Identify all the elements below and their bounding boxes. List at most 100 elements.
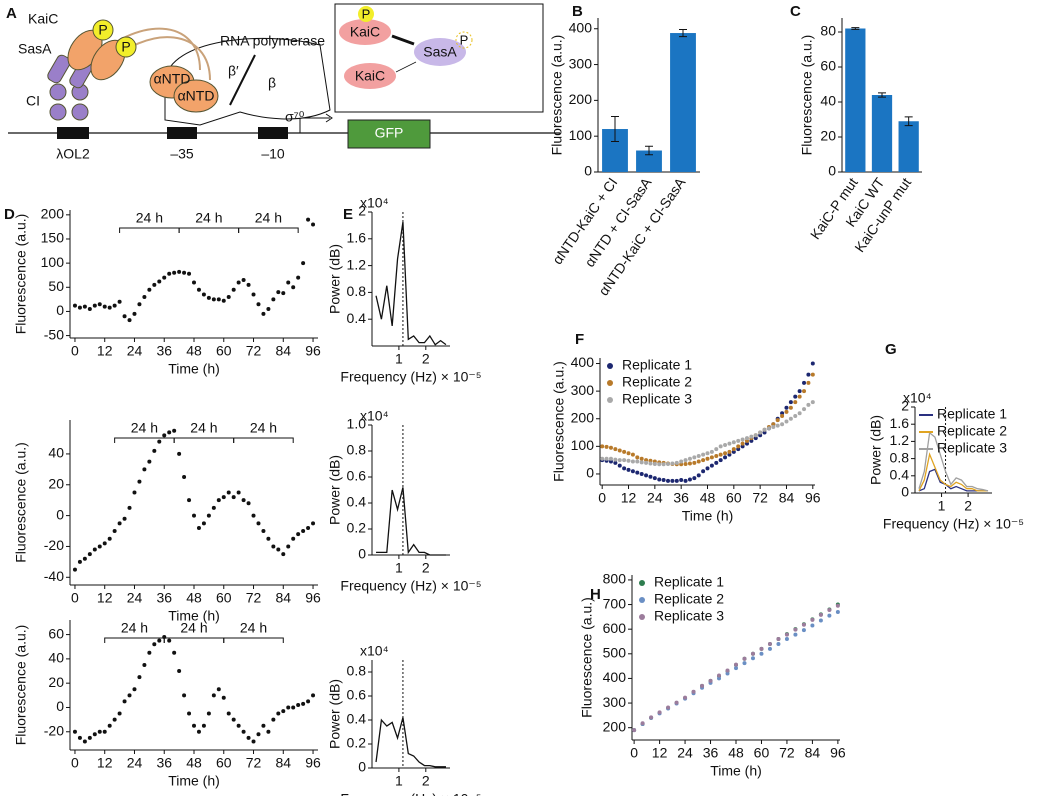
bar: [898, 121, 919, 172]
point: [87, 307, 92, 312]
point: [152, 642, 157, 647]
legend-label: Replicate 1: [654, 574, 724, 590]
rnap-divider: [229, 54, 256, 106]
inset-kaic: [344, 63, 396, 89]
x-tick-label: 36: [673, 490, 689, 506]
point: [767, 646, 772, 651]
point: [162, 433, 167, 438]
y-tick-label: 0.6: [347, 687, 367, 703]
panel-letter: F: [575, 331, 584, 348]
point: [639, 456, 644, 461]
x-axis-label: Time (h): [682, 508, 734, 524]
point: [810, 361, 815, 366]
point: [626, 458, 631, 463]
legend-label: Replicate 2: [622, 374, 692, 390]
rnap-label: RNA polymerase: [220, 33, 325, 49]
point: [736, 438, 741, 443]
y-tick-label: 200: [41, 206, 65, 222]
point: [723, 442, 728, 447]
point: [687, 477, 692, 482]
point: [281, 552, 286, 557]
x-tick-label: 60: [216, 343, 232, 359]
point: [835, 603, 840, 608]
point: [216, 687, 221, 692]
y-axis-label: Fluorescence (a.u.): [13, 442, 29, 563]
inset-kaic: [339, 19, 391, 45]
y-tick-label: 200: [569, 91, 593, 107]
y-tick-label: 200: [571, 409, 595, 425]
point: [296, 532, 301, 537]
point: [802, 389, 807, 394]
point: [216, 297, 221, 302]
x-tick-label: 84: [805, 745, 821, 761]
bracket-label: 24 h: [190, 420, 217, 436]
x-tick-label: 84: [779, 490, 795, 506]
point: [700, 683, 705, 688]
y-tick-label: 200: [603, 718, 627, 734]
point: [759, 646, 764, 651]
point: [192, 513, 196, 518]
error-bar: [611, 115, 619, 143]
point: [251, 292, 256, 297]
point: [311, 693, 316, 698]
arrow-head: [325, 113, 333, 123]
point: [72, 567, 77, 572]
point: [600, 444, 605, 449]
diagram: A GFP P P αNTD αNTD KaiC SasA CI λOL2 –3…: [6, 3, 560, 162]
point: [683, 695, 688, 700]
y-tick-label: 150: [41, 230, 65, 246]
point: [167, 638, 172, 643]
x-tick-label: 12: [97, 755, 113, 771]
point: [818, 612, 823, 617]
point: [708, 678, 713, 683]
point: [241, 729, 246, 734]
point: [687, 456, 692, 461]
point: [102, 304, 107, 309]
y-scale-label: x10⁴: [903, 390, 932, 406]
y-tick-label: 1.6: [347, 230, 367, 246]
point: [291, 705, 296, 710]
p-label: P: [460, 32, 469, 47]
point: [696, 459, 701, 464]
point: [192, 723, 196, 728]
point: [788, 416, 793, 421]
x-tick-label: 1: [395, 351, 403, 367]
point: [182, 475, 187, 480]
point: [306, 525, 311, 530]
point: [97, 544, 102, 549]
point: [211, 297, 216, 302]
x-tick-label: 24: [647, 490, 663, 506]
y-tick-label: 0.8: [347, 663, 367, 679]
point: [236, 280, 241, 285]
x-tick-label: 0: [630, 745, 638, 761]
point: [714, 447, 719, 452]
p-label: P: [121, 39, 130, 55]
y-axis-label: Power (dB): [327, 244, 343, 314]
error-bar: [645, 145, 653, 156]
y-tick-label: 80: [820, 23, 836, 39]
x-axis-label: Time (h): [168, 608, 220, 624]
point: [692, 455, 697, 460]
error-bar: [904, 116, 913, 127]
point: [117, 521, 122, 526]
inset-sasa: [414, 38, 466, 66]
point: [301, 701, 306, 706]
point: [740, 444, 745, 449]
point: [622, 449, 627, 454]
point: [182, 693, 187, 698]
point: [92, 547, 97, 552]
y-tick-label: 20: [820, 128, 836, 144]
point: [256, 521, 261, 526]
point: [172, 270, 177, 275]
point: [137, 479, 142, 484]
legend-marker: [639, 614, 645, 620]
point: [82, 739, 87, 744]
point: [718, 458, 723, 463]
point: [670, 461, 675, 466]
bracket: [173, 437, 235, 443]
point: [196, 287, 201, 292]
y-tick-label: 300: [571, 382, 595, 398]
point: [806, 380, 811, 385]
x-axis-label: Frequency (Hz) × 10⁻⁵: [883, 516, 1024, 532]
x-tick-label: 72: [752, 490, 768, 506]
